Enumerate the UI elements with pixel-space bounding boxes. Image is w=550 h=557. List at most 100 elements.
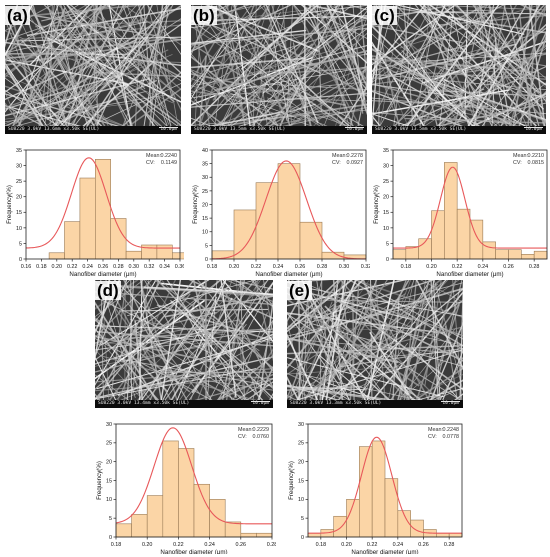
fiber-strand <box>372 58 546 122</box>
fiber-strand <box>5 74 139 133</box>
fiber-strand <box>100 280 105 408</box>
fiber-strand <box>191 14 322 74</box>
fiber-strand <box>234 5 252 134</box>
fiber-strand <box>488 5 513 134</box>
y-tick-label: 35 <box>202 162 208 168</box>
stat-value: 0.0927 <box>347 160 364 166</box>
fiber-strand <box>30 79 158 134</box>
fiber-strand <box>211 319 273 408</box>
fit-curve <box>25 157 180 249</box>
fiber-strand <box>418 11 546 15</box>
fiber-strand <box>340 347 463 368</box>
fiber-strand <box>348 280 360 408</box>
fiber-strand <box>147 5 181 56</box>
stat-value: 0.1149 <box>161 160 177 166</box>
fiber-strand <box>395 65 546 134</box>
fiber-strand <box>438 349 463 408</box>
fiber-strand <box>287 298 420 387</box>
y-tick-label: 0 <box>301 535 304 541</box>
fiber-strand <box>387 5 495 134</box>
fiber-strand <box>5 104 60 134</box>
fiber-strand <box>326 5 367 116</box>
histogram-bar <box>79 177 96 260</box>
x-tick-label: 0.16 <box>21 264 32 270</box>
fiber-strand <box>401 31 496 134</box>
fiber-strand <box>400 5 500 134</box>
fiber-strand <box>5 16 148 67</box>
fiber-strand <box>5 41 181 67</box>
fiber-strand <box>191 27 367 46</box>
histogram-bar <box>431 210 445 260</box>
fiber-strand <box>191 90 281 104</box>
fiber-strand <box>360 280 447 394</box>
fiber-strand <box>224 5 296 134</box>
stat-value: 0.2240 <box>161 153 178 159</box>
y-tick-label: 20 <box>298 460 304 466</box>
histogram-a: 0.16 0.18 0.20 0.22 0.24 0.26 0.28 0.30 0.32 0.34… <box>6 148 184 278</box>
fiber-strand <box>5 52 72 134</box>
fiber-strand <box>126 5 169 125</box>
histogram-bar <box>131 514 148 538</box>
y-tick-label: 25 <box>383 179 389 185</box>
fiber-strand <box>459 283 463 408</box>
stat-value: 0.0778 <box>443 434 460 440</box>
fiber-strand <box>191 5 271 107</box>
fiber-strand <box>7 56 92 134</box>
y-tick-label: 0 <box>386 257 389 263</box>
fiber-strand <box>59 5 100 134</box>
fiber-strand <box>372 69 480 85</box>
fiber-strand <box>234 381 273 408</box>
y-tick-label: 20 <box>202 202 208 208</box>
fiber-strand <box>175 299 268 408</box>
y-tick-label: 10 <box>202 230 208 236</box>
stat-value: 0.0760 <box>253 434 270 440</box>
fiber-strand <box>478 5 546 103</box>
fiber-strand <box>374 280 412 370</box>
stat-value: 0.0815 <box>528 160 545 166</box>
stat-name: Mean: <box>146 153 161 159</box>
fiber-strand <box>5 18 44 122</box>
x-tick-label: 0.18 <box>207 264 218 270</box>
histogram-bar <box>495 249 509 260</box>
y-tick-label: 15 <box>16 210 22 216</box>
fiber-strand <box>191 5 238 83</box>
fiber-strand <box>95 349 152 408</box>
y-tick-label: 30 <box>298 422 304 428</box>
x-tick-label: 0.24 <box>478 264 489 270</box>
histogram-b: 0.18 0.20 0.22 0.24 0.26 0.28 0.30 0.32 0 5 10 15 20… <box>192 148 370 278</box>
fiber-strand <box>392 5 411 134</box>
fiber-strand <box>372 42 413 134</box>
fiber-strand <box>390 347 461 408</box>
fiber-strand <box>129 339 251 408</box>
fiber-strand <box>191 92 367 108</box>
histogram-bar <box>277 163 301 260</box>
fiber-strand <box>253 365 273 408</box>
fiber-strand <box>191 42 269 95</box>
fiber-strand <box>372 83 482 101</box>
fiber-strand <box>509 5 546 134</box>
y-tick-label: 5 <box>386 241 389 247</box>
fiber-strand <box>375 5 450 106</box>
fiber-strand <box>308 280 345 376</box>
fiber-strand <box>22 5 151 18</box>
fiber-strand <box>5 101 143 120</box>
fiber-strand <box>199 24 367 99</box>
fiber-strand <box>192 11 354 127</box>
fiber-strand <box>5 78 150 117</box>
y-tick-label: 25 <box>16 179 22 185</box>
fiber-strand <box>234 280 273 308</box>
fiber-strand <box>139 280 143 401</box>
fiber-strand <box>159 280 182 408</box>
x-tick-label: 0.32 <box>144 264 155 270</box>
sem-info-text: SU8220 3.0kV 13.6mm x3.50k SE(UL) <box>8 127 100 132</box>
fiber-strand <box>143 280 217 408</box>
fiber-strand <box>287 333 323 408</box>
stat-name: CV: <box>513 160 522 166</box>
fiber-strand <box>191 5 262 90</box>
histogram-bar <box>172 252 184 260</box>
fiber-strand <box>125 328 266 339</box>
x-tick-label: 0.20 <box>142 542 153 548</box>
fiber-strand <box>5 74 119 110</box>
fiber-strand <box>313 280 436 320</box>
fiber-strand <box>94 5 166 108</box>
